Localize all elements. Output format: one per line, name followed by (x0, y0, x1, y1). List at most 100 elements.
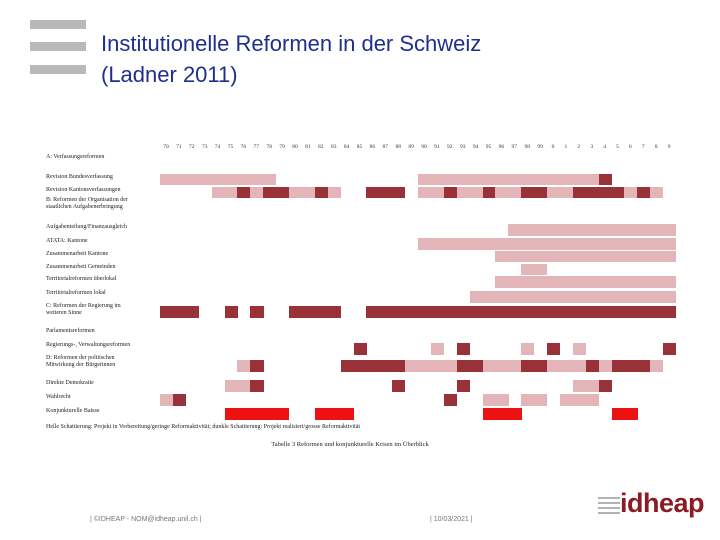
year-label: 91 (434, 144, 440, 150)
table-cell (327, 187, 341, 198)
table-cell (521, 187, 535, 198)
idheap-logo: idheap (598, 488, 705, 524)
table-cell (547, 187, 561, 198)
table-cell (585, 380, 599, 392)
table-cell (611, 290, 625, 303)
year-label: 7 (641, 144, 645, 150)
table-cell (547, 238, 561, 250)
table-cell (559, 251, 574, 262)
table-cell (547, 359, 561, 372)
table-cell (456, 359, 470, 372)
table-cell (211, 187, 225, 198)
table-cell (430, 306, 445, 318)
table-cell (585, 359, 599, 372)
table-cell (508, 224, 522, 236)
table-cell (456, 306, 470, 318)
table-cell (250, 174, 264, 185)
table-cell (598, 290, 612, 303)
table-cell (456, 187, 470, 198)
table-legend: Helle Schattierung: Projekt in Vorbereit… (46, 424, 361, 430)
table-cell (547, 224, 561, 236)
title-line-1: Institutionelle Reformen in der Schweiz (101, 31, 482, 56)
table-cell (379, 306, 393, 318)
table-caption: Tabelle 3 Reformen und konjunkturelle Kr… (271, 441, 429, 448)
table-cell (547, 342, 561, 355)
table-cell (508, 359, 522, 372)
table-cell (624, 187, 638, 198)
table-cell (508, 187, 522, 198)
table-cell (263, 408, 277, 420)
table-cell (482, 408, 496, 420)
table-cell (637, 187, 651, 198)
table-cell (559, 359, 574, 372)
table-cell (160, 174, 174, 185)
table-cell (598, 251, 612, 262)
table-cell (366, 306, 380, 318)
table-cell (637, 276, 651, 288)
table-cell (250, 187, 264, 198)
row-label: Territorialreformen lokal (46, 290, 106, 296)
hamburger-icon[interactable] (30, 20, 86, 74)
table-cell (353, 342, 367, 355)
table-cell (430, 187, 445, 198)
table-cell (624, 359, 638, 372)
year-label: 79 (279, 144, 285, 150)
table-cell (366, 187, 380, 198)
year-label: 82 (318, 144, 324, 150)
slide-title: Institutionelle Reformen in der Schweiz … (101, 28, 701, 90)
table-cell (547, 174, 561, 185)
table-cell (534, 174, 548, 185)
table-cell (276, 408, 290, 420)
table-cell (521, 394, 535, 406)
year-label: 87 (382, 144, 389, 150)
table-cell (585, 290, 599, 303)
table-cell (521, 306, 535, 318)
table-cell (430, 359, 445, 372)
row-label: Parlamentsreformen (46, 328, 95, 334)
table-cell (327, 408, 341, 420)
table-cell (598, 359, 612, 372)
table-cell (289, 306, 303, 318)
table-cell (559, 238, 574, 250)
table-cell (469, 306, 483, 318)
table-cell (572, 394, 587, 406)
table-cell (611, 408, 625, 420)
year-label: 6 (629, 144, 632, 150)
year-label: 4 (603, 144, 606, 150)
table-cell (340, 408, 354, 420)
table-cell (508, 238, 522, 250)
table-cell (585, 276, 599, 288)
table-cell (301, 306, 316, 318)
year-label: 86 (369, 144, 376, 150)
row-label: Revision Bundesverfassung (46, 174, 113, 180)
table-cell (663, 276, 677, 288)
year-label: 83 (330, 144, 337, 150)
year-label: 3 (590, 144, 594, 150)
row-label: D: Reformen der politischen Mitwirkung de… (46, 355, 116, 368)
table-cell (250, 359, 264, 372)
table-cell (495, 187, 509, 198)
table-cell (521, 224, 535, 236)
table-cell (443, 306, 458, 318)
table-cell (418, 174, 432, 185)
table-cell (624, 408, 638, 420)
table-cell (572, 187, 587, 198)
table-cell (572, 342, 587, 355)
table-cell (172, 174, 187, 185)
table-cell (534, 306, 548, 318)
table-cell (456, 174, 470, 185)
table-cell (418, 238, 432, 250)
table-cell (521, 342, 535, 355)
row-label: ATATA: Kantone (46, 238, 88, 244)
year-label: 73 (201, 144, 208, 150)
table-cell (663, 290, 677, 303)
table-cell (250, 380, 264, 392)
table-cell (172, 306, 187, 318)
year-label: 75 (227, 144, 234, 150)
table-cell (172, 394, 187, 406)
row-label: Wahlrecht (46, 394, 71, 400)
table-cell (224, 380, 238, 392)
table-cell (585, 174, 599, 185)
table-cell (508, 174, 522, 185)
table-cell (534, 224, 548, 236)
